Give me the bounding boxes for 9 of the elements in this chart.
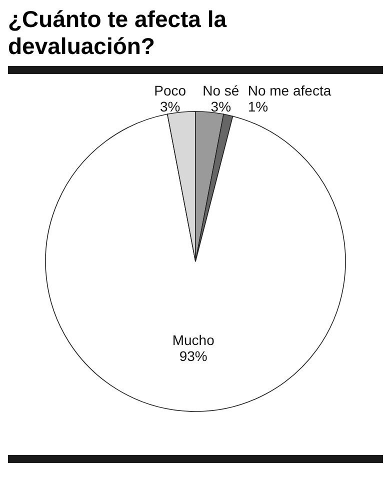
- slice-label: No me afecta: [248, 82, 332, 98]
- data-label: 3%: [160, 98, 180, 114]
- slice-label: No sé: [202, 82, 240, 98]
- data-label: 1%: [248, 98, 268, 114]
- slice-label: Mucho: [172, 332, 215, 348]
- data-label: 3%: [210, 98, 232, 114]
- chart-title: ¿Cuánto te afecta la devaluación?: [7, 5, 228, 60]
- data-label: 93%: [179, 348, 208, 364]
- slice-label: Poco: [154, 82, 186, 98]
